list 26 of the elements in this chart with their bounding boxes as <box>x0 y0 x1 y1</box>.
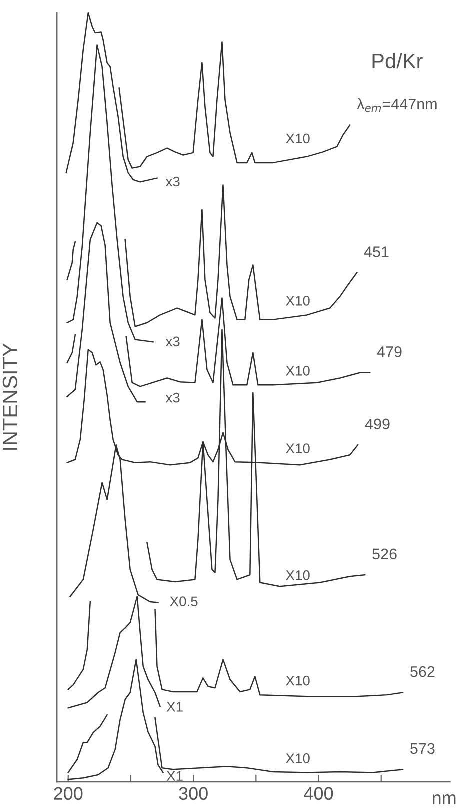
series-label: 479 <box>377 346 402 358</box>
annotation: X10 <box>286 134 310 144</box>
series-label: 499 <box>365 418 390 430</box>
annotation: X10 <box>286 754 310 764</box>
annotation: X10 <box>286 296 310 306</box>
x-tick-label: 300 <box>179 787 208 800</box>
series-label: 562 <box>410 666 435 678</box>
series-label: λ$_{em}$=447nm <box>357 98 437 112</box>
y-axis-title: INTENSITY <box>2 344 18 450</box>
annotation: X1 <box>166 771 183 781</box>
annotation: X10 <box>286 570 310 580</box>
annotation: x3 <box>166 392 180 403</box>
series-label: 526 <box>372 548 397 560</box>
annotation: X1 <box>166 702 183 712</box>
x-tick-label: 200 <box>54 787 83 800</box>
annotation: X10 <box>286 676 310 686</box>
annotation: x3 <box>166 336 180 347</box>
annotation: X0.5 <box>170 596 198 607</box>
annotation: X10 <box>286 444 310 454</box>
annotation: X10 <box>286 366 310 376</box>
x-tick-label: 400 <box>304 787 334 800</box>
x-axis-title: nm <box>432 794 456 804</box>
series-label: 573 <box>410 743 435 754</box>
series-label: 451 <box>364 246 389 258</box>
annotation: x3 <box>166 176 180 187</box>
text: Pd/Kr <box>372 53 423 69</box>
